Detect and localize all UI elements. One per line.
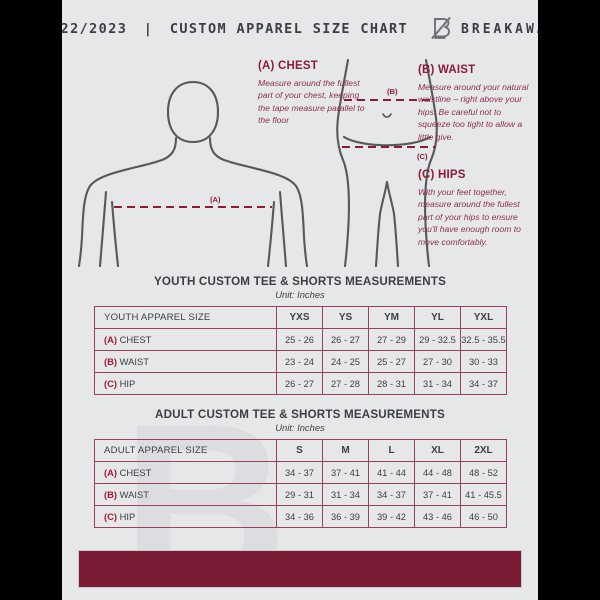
table-row: (B) WAIST 23 - 24 24 - 25 25 - 27 27 - 30 30 … — [94, 350, 507, 373]
adult-column-header-l: L — [368, 439, 415, 462]
youth-row-label-hip: (C) HIP — [94, 372, 277, 395]
measurement-cell: 29 - 32.5 — [414, 328, 461, 351]
measurement-cell: 36 - 39 — [322, 505, 369, 528]
adult-table-title: ADULT CUSTOM TEE & SHORTS MEASUREMENTS — [155, 408, 445, 421]
adult-column-header-s: S — [276, 439, 323, 462]
hips-body-text: With your feet together, measure around … — [418, 187, 521, 247]
adult-header-row: ADULT APPAREL SIZE S M L XL 2XL — [94, 439, 507, 462]
measurement-cell: 26 - 27 — [322, 328, 369, 351]
measurement-cell: 32.5 - 35.5 — [460, 328, 507, 351]
page-header: 2022/2023 | CUSTOM APPAREL SIZE CHART BR… — [62, 0, 538, 58]
measurement-diagram: (A) (B) (C) (A) CHEST Measure around the… — [62, 52, 538, 267]
measurement-abbr: (B) — [104, 356, 118, 367]
brand-lockup: BREAKAWAY — [430, 16, 538, 42]
measurement-cell: 25 - 26 — [276, 328, 323, 351]
measurement-cell: 26 - 27 — [276, 372, 323, 395]
measurement-cell: 46 - 50 — [460, 505, 507, 528]
measurement-abbr: (C) — [104, 378, 118, 389]
waist-body-text: Measure around your natural waistline – … — [418, 82, 529, 142]
waist-description-block: (B) WAIST Measure around your natural wa… — [418, 64, 530, 143]
measurement-abbr: (A) — [104, 334, 118, 345]
header-title-group: 2022/2023 | CUSTOM APPAREL SIZE CHART — [62, 21, 408, 37]
adult-measurements-section: ADULT CUSTOM TEE & SHORTS MEASUREMENTS U… — [94, 408, 507, 528]
measurement-cell: 37 - 41 — [322, 461, 369, 484]
adult-row-label-chest: (A) CHEST — [94, 461, 277, 484]
measurement-cell: 41 - 44 — [368, 461, 415, 484]
table-row: (C) HIP 34 - 36 36 - 39 39 - 42 43 - 46 46 - … — [94, 505, 507, 528]
measurement-cell: 34 - 37 — [276, 461, 323, 484]
table-row: (A) CHEST 34 - 37 37 - 41 41 - 44 44 - 48 48 … — [94, 461, 507, 484]
chest-body-text: Measure around the fullest part of your … — [258, 78, 365, 126]
measurement-cell: 25 - 27 — [368, 350, 415, 373]
header-season: 2022/2023 — [62, 21, 128, 37]
youth-column-header-yl: YL — [414, 306, 461, 329]
header-separator: | — [143, 21, 154, 37]
youth-table-unit: Unit: Inches — [275, 289, 325, 300]
waist-heading: (B) WAIST — [418, 64, 476, 76]
measurement-cell: 34 - 36 — [276, 505, 323, 528]
adult-row-header-label: ADULT APPAREL SIZE — [94, 439, 277, 462]
hips-heading: (C) HIPS — [418, 169, 466, 181]
measurement-abbr: (B) — [104, 489, 118, 500]
youth-measurements-table: YOUTH APPAREL SIZE YXS YS YM YL YXL (A) CHEST 2… — [94, 306, 507, 395]
measurement-cell: 39 - 42 — [368, 505, 415, 528]
adult-table-unit: Unit: Inches — [275, 422, 325, 433]
adult-column-header-xl: XL — [414, 439, 461, 462]
breakaway-b-logo-icon — [431, 16, 451, 40]
measurement-abbr: (C) — [104, 511, 118, 522]
measurement-cell: 43 - 46 — [414, 505, 461, 528]
adult-row-label-hip: (C) HIP — [94, 505, 277, 528]
measurement-cell: 27 - 28 — [322, 372, 369, 395]
brand-name: BREAKAWAY — [461, 21, 538, 37]
measurement-cell: 31 - 34 — [414, 372, 461, 395]
size-chart-page: B 2022/2023 | CUSTOM APPAREL SIZE CHART … — [62, 0, 538, 600]
waist-measure-label: (B) — [387, 87, 398, 96]
body-figures-illustration — [77, 58, 438, 267]
header-title: CUSTOM APPAREL SIZE CHART — [169, 21, 409, 37]
measurement-cell: 41 - 45.5 — [460, 483, 507, 506]
youth-measurements-section: YOUTH CUSTOM TEE & SHORTS MEASUREMENTS U… — [94, 275, 507, 395]
youth-column-header-ym: YM — [368, 306, 415, 329]
adult-column-header-2xl: 2XL — [460, 439, 507, 462]
measurement-cell: 23 - 24 — [276, 350, 323, 373]
measurement-cell: 27 - 30 — [414, 350, 461, 373]
adult-column-header-m: M — [322, 439, 369, 462]
chest-measure-label: (A) — [210, 195, 221, 204]
measurement-cell: 30 - 33 — [460, 350, 507, 373]
chest-heading: (A) CHEST — [258, 60, 318, 72]
measurement-cell: 48 - 52 — [460, 461, 507, 484]
table-row: (B) WAIST 29 - 31 31 - 34 34 - 37 37 - 41 41 … — [94, 483, 507, 506]
youth-column-header-yxl: YXL — [460, 306, 507, 329]
measurement-cell: 27 - 29 — [368, 328, 415, 351]
torso-figure-outline — [77, 80, 309, 267]
measurement-cell: 34 - 37 — [368, 483, 415, 506]
measurement-cell: 28 - 31 — [368, 372, 415, 395]
youth-column-header-ys: YS — [322, 306, 369, 329]
table-row: (C) HIP 26 - 27 27 - 28 28 - 31 31 - 34 34 - … — [94, 372, 507, 395]
adult-row-label-waist: (B) WAIST — [94, 483, 277, 506]
measurement-cell: 24 - 25 — [322, 350, 369, 373]
hips-description-block: (C) HIPS With your feet together, measur… — [418, 169, 536, 248]
youth-row-label-chest: (A) CHEST — [94, 328, 277, 351]
measurement-cell: 29 - 31 — [276, 483, 323, 506]
adult-measurements-table: ADULT APPAREL SIZE S M L XL 2XL (A) CHEST 34 - … — [94, 439, 507, 528]
measurement-abbr: (A) — [104, 467, 118, 478]
chest-description-block: (A) CHEST Measure around the fullest par… — [258, 60, 366, 127]
measurement-cell: 34 - 37 — [460, 372, 507, 395]
measurement-cell: 31 - 34 — [322, 483, 369, 506]
youth-column-header-yxs: YXS — [276, 306, 323, 329]
youth-table-title: YOUTH CUSTOM TEE & SHORTS MEASUREMENTS — [153, 275, 447, 288]
hips-figure-outline — [336, 58, 438, 267]
hip-measure-label: (C) — [417, 152, 428, 161]
youth-row-label-waist: (B) WAIST — [94, 350, 277, 373]
table-row: (A) CHEST 25 - 26 26 - 27 27 - 29 29 - 32.5 3… — [94, 328, 507, 351]
measurement-cell: 44 - 48 — [414, 461, 461, 484]
footer-bar — [78, 550, 522, 588]
measurement-cell: 37 - 41 — [414, 483, 461, 506]
youth-row-header-label: YOUTH APPAREL SIZE — [94, 306, 277, 329]
youth-header-row: YOUTH APPAREL SIZE YXS YS YM YL YXL — [94, 306, 507, 329]
